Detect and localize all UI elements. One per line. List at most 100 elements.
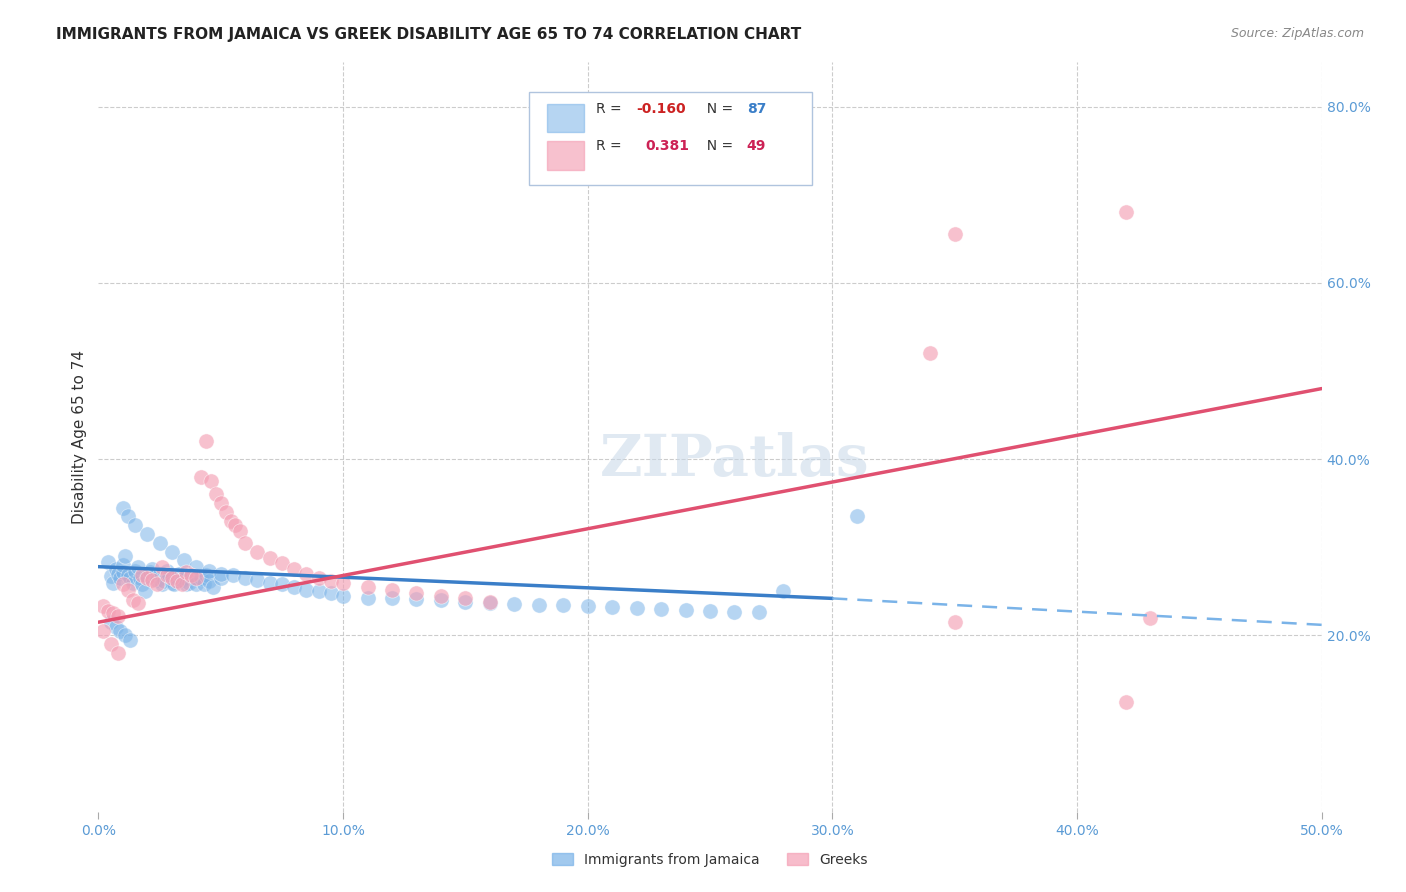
Point	[246, 573, 269, 587]
Point	[1115, 205, 1137, 219]
Point	[111, 558, 134, 572]
Point	[748, 606, 770, 620]
Point	[478, 595, 501, 609]
Point	[259, 550, 281, 565]
Text: ZIPatlas: ZIPatlas	[600, 432, 869, 488]
Point	[920, 346, 942, 360]
Point	[114, 628, 136, 642]
Point	[319, 574, 342, 588]
Point	[100, 615, 122, 630]
Text: N =: N =	[697, 139, 737, 153]
Point	[167, 566, 190, 581]
Point	[772, 584, 794, 599]
Point	[141, 562, 163, 576]
Point	[127, 559, 149, 574]
Point	[110, 624, 132, 638]
Point	[233, 571, 256, 585]
Point	[430, 593, 453, 607]
Bar	[547, 141, 583, 169]
Point	[120, 632, 142, 647]
Point	[136, 571, 159, 585]
Point	[104, 562, 127, 576]
Point	[150, 559, 173, 574]
Point	[430, 589, 453, 603]
Point	[576, 599, 599, 614]
Text: 49: 49	[747, 139, 766, 153]
Point	[111, 565, 134, 579]
Point	[193, 577, 215, 591]
Point	[259, 575, 281, 590]
Text: R =: R =	[596, 139, 631, 153]
Point	[104, 619, 127, 633]
Point	[114, 549, 136, 563]
Point	[110, 571, 132, 585]
Point	[111, 577, 134, 591]
Point	[117, 568, 139, 582]
Point	[127, 596, 149, 610]
Point	[202, 580, 225, 594]
Point	[319, 586, 342, 600]
Point	[308, 584, 330, 599]
Bar	[547, 103, 583, 132]
Legend: Immigrants from Jamaica, Greeks: Immigrants from Jamaica, Greeks	[547, 847, 873, 872]
Point	[146, 577, 169, 591]
Point	[270, 577, 294, 591]
Point	[650, 602, 672, 616]
FancyBboxPatch shape	[529, 92, 811, 185]
Point	[478, 596, 501, 610]
Text: Source: ZipAtlas.com: Source: ZipAtlas.com	[1230, 27, 1364, 40]
Point	[186, 559, 208, 574]
Point	[356, 591, 378, 605]
Point	[209, 496, 232, 510]
Point	[136, 527, 159, 541]
Point	[209, 571, 232, 585]
Point	[454, 591, 477, 606]
Point	[295, 566, 318, 581]
Point	[295, 582, 318, 597]
Point	[205, 487, 228, 501]
Text: -0.160: -0.160	[637, 102, 686, 116]
Point	[107, 609, 129, 624]
Point	[405, 586, 427, 600]
Point	[219, 514, 242, 528]
Point	[246, 544, 269, 558]
Y-axis label: Disability Age 65 to 74: Disability Age 65 to 74	[72, 350, 87, 524]
Point	[97, 555, 120, 569]
Point	[136, 569, 159, 583]
Point	[160, 571, 183, 585]
Point	[160, 544, 183, 558]
Point	[100, 569, 122, 583]
Point	[173, 553, 195, 567]
Point	[626, 601, 648, 615]
Point	[454, 595, 477, 609]
Point	[1115, 694, 1137, 708]
Point	[214, 505, 236, 519]
Text: R =: R =	[596, 102, 626, 116]
Point	[111, 500, 134, 515]
Point	[186, 577, 208, 591]
Point	[156, 568, 179, 582]
Point	[332, 589, 354, 603]
Point	[1139, 611, 1161, 625]
Point	[156, 564, 179, 578]
Point	[117, 582, 139, 597]
Point	[177, 575, 200, 590]
Point	[283, 580, 305, 594]
Point	[195, 568, 218, 582]
Point	[503, 597, 526, 611]
Point	[173, 571, 195, 585]
Point	[97, 604, 120, 618]
Point	[141, 573, 163, 587]
Point	[121, 593, 143, 607]
Point	[405, 592, 427, 607]
Point	[134, 584, 156, 599]
Point	[723, 605, 745, 619]
Point	[146, 573, 169, 587]
Text: IMMIGRANTS FROM JAMAICA VS GREEK DISABILITY AGE 65 TO 74 CORRELATION CHART: IMMIGRANTS FROM JAMAICA VS GREEK DISABIL…	[56, 27, 801, 42]
Point	[699, 604, 721, 618]
Point	[149, 536, 172, 550]
Point	[332, 576, 354, 591]
Point	[943, 227, 966, 242]
Point	[270, 556, 294, 570]
Point	[845, 509, 868, 524]
